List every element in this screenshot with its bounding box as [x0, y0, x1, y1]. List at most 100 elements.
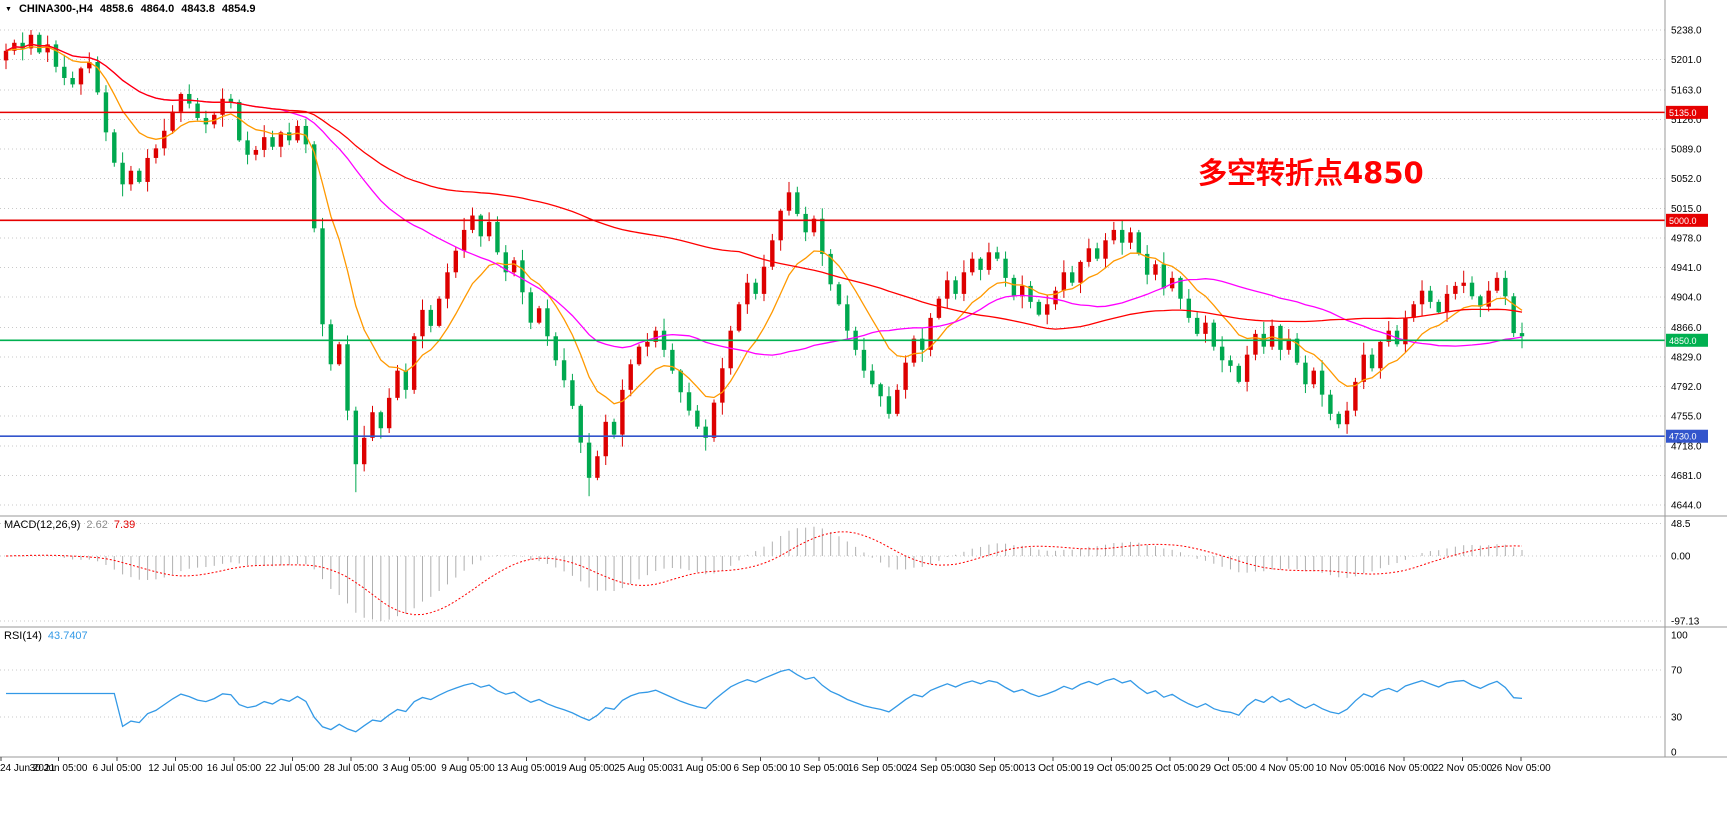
candle-body [753, 282, 758, 294]
candle-body [20, 42, 25, 49]
candle-body [970, 258, 975, 273]
price-tag [1666, 213, 1708, 227]
candle-body [228, 98, 234, 102]
time-axis-label: 22 Jul 05:00 [265, 763, 320, 774]
price-axis-label: 4681.0 [1671, 471, 1702, 482]
candle-body [428, 309, 434, 326]
candle-body [770, 240, 775, 267]
candle-body [378, 412, 384, 429]
candle-body [1111, 229, 1117, 241]
candle-body [1128, 232, 1133, 243]
macd-indicator-label: MACD(12,26,9) 2.62 7.39 [4, 519, 135, 531]
time-axis-label: 26 Nov 05:00 [1491, 763, 1551, 774]
candle-body [1028, 285, 1033, 302]
candle-body [1453, 285, 1458, 294]
annotation-text[interactable]: 多空转折点4850 [1198, 156, 1424, 190]
candle-body [978, 258, 983, 270]
candle-body [1161, 264, 1167, 289]
time-axis-label: 30 Sep 05:00 [965, 763, 1025, 774]
candle-body [1494, 277, 1500, 291]
candle-body [1294, 338, 1300, 363]
time-axis-label: 22 Nov 05:00 [1433, 763, 1493, 774]
price-axis[interactable]: 5238.0 5201.0 5163.0 5126.0 5089.0 5052.0 5015… [1671, 26, 1702, 512]
candle-body [736, 304, 742, 331]
macd-main-value: 2.62 [86, 519, 108, 531]
candle-body [761, 266, 767, 294]
candle-body [703, 426, 708, 438]
candle-body [345, 344, 350, 411]
macd-signal [5, 531, 1523, 616]
candle-body [636, 346, 642, 365]
price-axis-label: 4829.0 [1671, 353, 1702, 364]
time-axis-label: 16 Nov 05:00 [1374, 763, 1434, 774]
candle-body [1336, 413, 1341, 425]
candle-body [886, 396, 892, 414]
candle-body [561, 360, 567, 381]
macd-signal-value: 7.39 [113, 519, 136, 531]
candle-body [1519, 333, 1525, 337]
candle-body [1511, 296, 1516, 334]
macd-axis-label: 48.5 [1671, 519, 1691, 530]
rsi-line-layer [6, 668, 1523, 733]
price-tag [1666, 429, 1708, 443]
candle-body [895, 389, 900, 414]
time-axis-label: 13 Aug 05:00 [497, 763, 556, 774]
candle-body [1036, 301, 1042, 315]
price-axis-label: 5201.0 [1671, 55, 1702, 66]
candle-body [1194, 317, 1200, 334]
candle-body [1503, 277, 1508, 297]
candle-body [670, 349, 675, 371]
time-axis-label: 3 Aug 05:00 [383, 763, 437, 774]
rsi-axis-label: 0 [1671, 748, 1677, 759]
candle-body [586, 442, 592, 478]
candle-body [237, 101, 242, 141]
candle-body [861, 349, 867, 371]
candle-body [1253, 333, 1258, 355]
candle-body [1045, 304, 1050, 315]
candle-body [645, 341, 650, 347]
candle-body [745, 282, 750, 305]
candle-body [828, 253, 833, 285]
candle-body [336, 344, 342, 365]
candle-body [112, 132, 117, 163]
candle-body [678, 370, 683, 393]
macd-signal-line [5, 531, 1523, 616]
candle-body [986, 252, 992, 270]
candle-body [928, 317, 933, 350]
candle-body [503, 252, 508, 273]
candle-body [653, 330, 658, 342]
symbol-marker-icon[interactable]: ▼ [5, 6, 12, 13]
candle-body [1444, 293, 1450, 313]
candle-body [137, 170, 142, 182]
candle-body [1361, 354, 1366, 382]
candle-body [595, 456, 600, 478]
symbol-timeframe-label: CHINA300-,H4 [18, 3, 93, 15]
close-value: 4854.9 [221, 3, 256, 15]
candle-body [453, 250, 459, 273]
candle-body [1419, 290, 1425, 305]
rsi-grid: 100 70 30 0 [0, 631, 1688, 759]
time-axis-label: 30 Jun 05:00 [30, 763, 88, 774]
candle-body [245, 140, 250, 155]
ma-line-34 [5, 43, 1523, 356]
candle-body [262, 137, 267, 150]
price-axis-label: 5015.0 [1671, 204, 1702, 215]
candle-body [1236, 365, 1241, 382]
candle-body [395, 370, 400, 398]
candle-body [911, 338, 917, 363]
low-value: 4843.8 [181, 3, 215, 15]
candle-body [187, 93, 192, 104]
candle-body [953, 280, 958, 294]
candle-body [78, 68, 84, 85]
candle-body [820, 218, 825, 254]
candle-body [1186, 298, 1192, 318]
candle-body [361, 437, 367, 465]
price-axis-label: 5126.0 [1671, 115, 1702, 126]
candle-body [1011, 277, 1017, 297]
time-axis-label: 25 Oct 05:00 [1141, 763, 1199, 774]
price-axis-label: 5052.0 [1671, 174, 1702, 185]
candle-body [1353, 381, 1358, 411]
candle-body [70, 77, 75, 85]
